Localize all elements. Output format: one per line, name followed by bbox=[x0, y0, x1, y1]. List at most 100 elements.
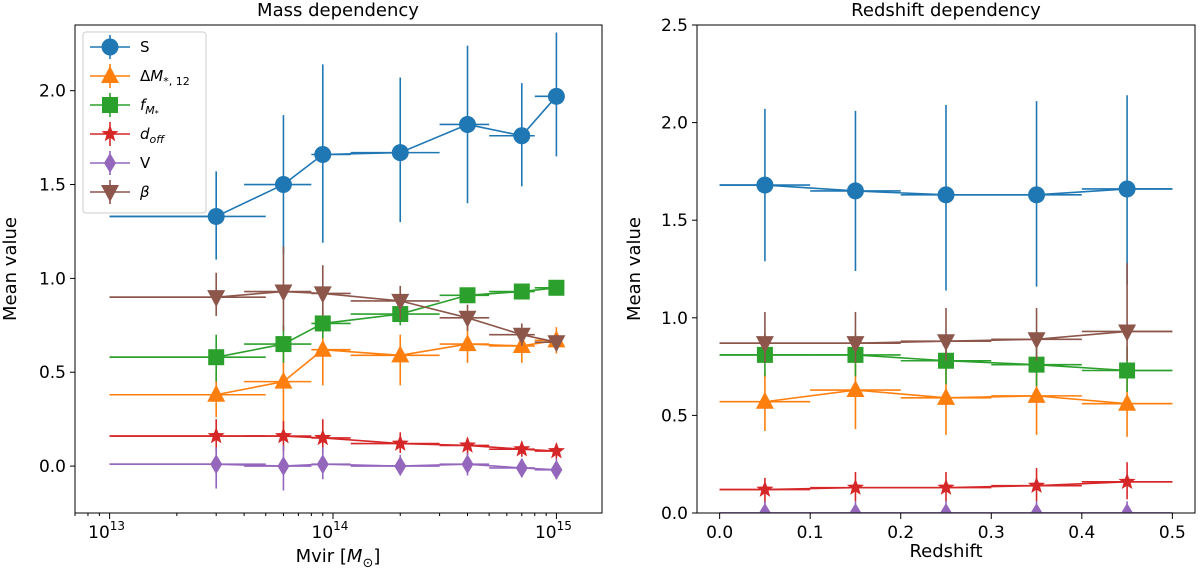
data-point bbox=[274, 427, 292, 444]
y-tick-label: 0.5 bbox=[661, 406, 688, 426]
series-s-0 bbox=[109, 32, 565, 260]
data-point bbox=[547, 87, 565, 105]
data-point bbox=[755, 336, 774, 354]
data-point bbox=[313, 286, 332, 304]
data-point bbox=[461, 454, 474, 475]
data-point bbox=[1118, 180, 1136, 198]
data-point bbox=[1027, 476, 1046, 493]
series-line bbox=[109, 95, 558, 218]
data-point bbox=[210, 454, 223, 475]
data-point bbox=[1118, 324, 1137, 342]
legend-label-f-m: fM* bbox=[140, 96, 159, 118]
data-point bbox=[277, 456, 290, 477]
data-point bbox=[548, 279, 565, 296]
x-tick-label: 1015 bbox=[535, 519, 572, 543]
data-point bbox=[1118, 472, 1136, 490]
data-point bbox=[846, 182, 864, 200]
data-point bbox=[207, 384, 226, 402]
x-tick-label: 0.5 bbox=[1159, 523, 1186, 543]
data-point bbox=[314, 428, 332, 446]
y-axis: 0.0 0.5 1.0 1.5 2.0 2.5 bbox=[661, 16, 697, 524]
data-point bbox=[849, 503, 862, 513]
legend-marker bbox=[101, 38, 119, 56]
series-doff-3 bbox=[719, 462, 1173, 504]
data-point bbox=[458, 436, 477, 453]
data-point bbox=[756, 480, 774, 497]
data-point bbox=[1028, 186, 1046, 204]
series-v-4 bbox=[719, 501, 1173, 513]
data-point bbox=[391, 434, 409, 451]
legend-label-d-off: doff bbox=[140, 125, 165, 146]
data-point bbox=[1027, 332, 1046, 350]
data-point bbox=[846, 336, 865, 354]
y-axis: 0.0 0.5 1.0 1.5 2.0 bbox=[39, 82, 75, 477]
data-point bbox=[1121, 503, 1134, 513]
data-point bbox=[513, 127, 531, 145]
y-tick-label: 1.5 bbox=[661, 211, 688, 231]
redshift-dependency-chart: Redshift dependency 0.0 0.1 0.2 0.3 0.4 0.5 0… bbox=[624, 0, 1196, 562]
data-point bbox=[208, 349, 225, 366]
data-point bbox=[459, 115, 477, 133]
legend: S ΔM*, 12 fM* doff V β bbox=[82, 31, 207, 214]
data-point bbox=[275, 336, 292, 353]
series-line bbox=[109, 463, 557, 471]
data-point bbox=[394, 456, 407, 477]
x-tick-label: 0.4 bbox=[1068, 523, 1095, 543]
x-tick-label: 0.3 bbox=[978, 523, 1005, 543]
legend-markers bbox=[90, 35, 130, 204]
series-line bbox=[109, 286, 557, 359]
y-tick-label: 2.0 bbox=[39, 82, 66, 102]
data-point bbox=[313, 339, 332, 357]
data-point bbox=[391, 293, 410, 311]
series-series-5 bbox=[719, 263, 1173, 363]
series-doff-3 bbox=[109, 419, 565, 459]
data-point bbox=[846, 478, 865, 495]
y-tick-label: 0.0 bbox=[39, 457, 66, 477]
data-point bbox=[755, 391, 774, 409]
chart-title: Mass dependency bbox=[257, 0, 419, 21]
y-tick-label: 1.0 bbox=[39, 269, 66, 289]
chart-title: Redshift dependency bbox=[851, 0, 1041, 21]
data-point bbox=[1118, 393, 1137, 411]
x-axis-label: Mvir [M⊙] bbox=[296, 546, 381, 570]
data-point bbox=[207, 207, 225, 225]
legend-label-beta: β bbox=[139, 183, 150, 201]
x-tick-label: 0.0 bbox=[706, 523, 733, 543]
data-point bbox=[758, 503, 771, 513]
data-point bbox=[459, 287, 476, 304]
axes-frame bbox=[696, 24, 1196, 514]
data-point bbox=[1027, 385, 1046, 403]
mass-dependency-chart: Mass dependency 1013 1014 1015 0.0 0.5 1.0 1.… bbox=[0, 0, 603, 570]
legend-label-s: S bbox=[140, 38, 150, 56]
data-point bbox=[940, 503, 952, 513]
series-line bbox=[109, 290, 557, 343]
legend-label-delta-m: ΔM*, 12 bbox=[140, 67, 190, 88]
data-point bbox=[458, 334, 477, 352]
data-point bbox=[207, 290, 226, 308]
legend-marker bbox=[101, 185, 119, 202]
data-point bbox=[550, 459, 563, 480]
x-axis: 1013 1014 1015 bbox=[74, 513, 572, 543]
data-point bbox=[937, 334, 955, 352]
y-tick-label: 0.5 bbox=[39, 363, 66, 383]
y-tick-label: 1.5 bbox=[39, 176, 66, 196]
legend-marker bbox=[104, 153, 116, 173]
data-point bbox=[314, 315, 331, 332]
data-point bbox=[1030, 503, 1043, 513]
y-tick-label: 0.0 bbox=[661, 504, 688, 524]
y-tick-label: 2.0 bbox=[661, 114, 688, 134]
data-point bbox=[458, 310, 477, 328]
x-tick-label: 1013 bbox=[88, 519, 125, 543]
x-axis: 0.0 0.1 0.2 0.3 0.4 0.5 bbox=[706, 513, 1186, 543]
legend-label-v: V bbox=[140, 154, 151, 172]
data-point bbox=[207, 427, 225, 444]
axes-frame bbox=[74, 24, 603, 514]
data-point bbox=[314, 146, 332, 164]
x-tick-label: 0.1 bbox=[797, 523, 824, 543]
y-tick-label: 2.5 bbox=[661, 16, 688, 36]
series-m-12-1 bbox=[109, 325, 566, 429]
data-point bbox=[756, 176, 774, 194]
series-line bbox=[109, 339, 557, 396]
x-axis-label: Redshift bbox=[909, 541, 982, 562]
series-s-0 bbox=[719, 95, 1173, 291]
